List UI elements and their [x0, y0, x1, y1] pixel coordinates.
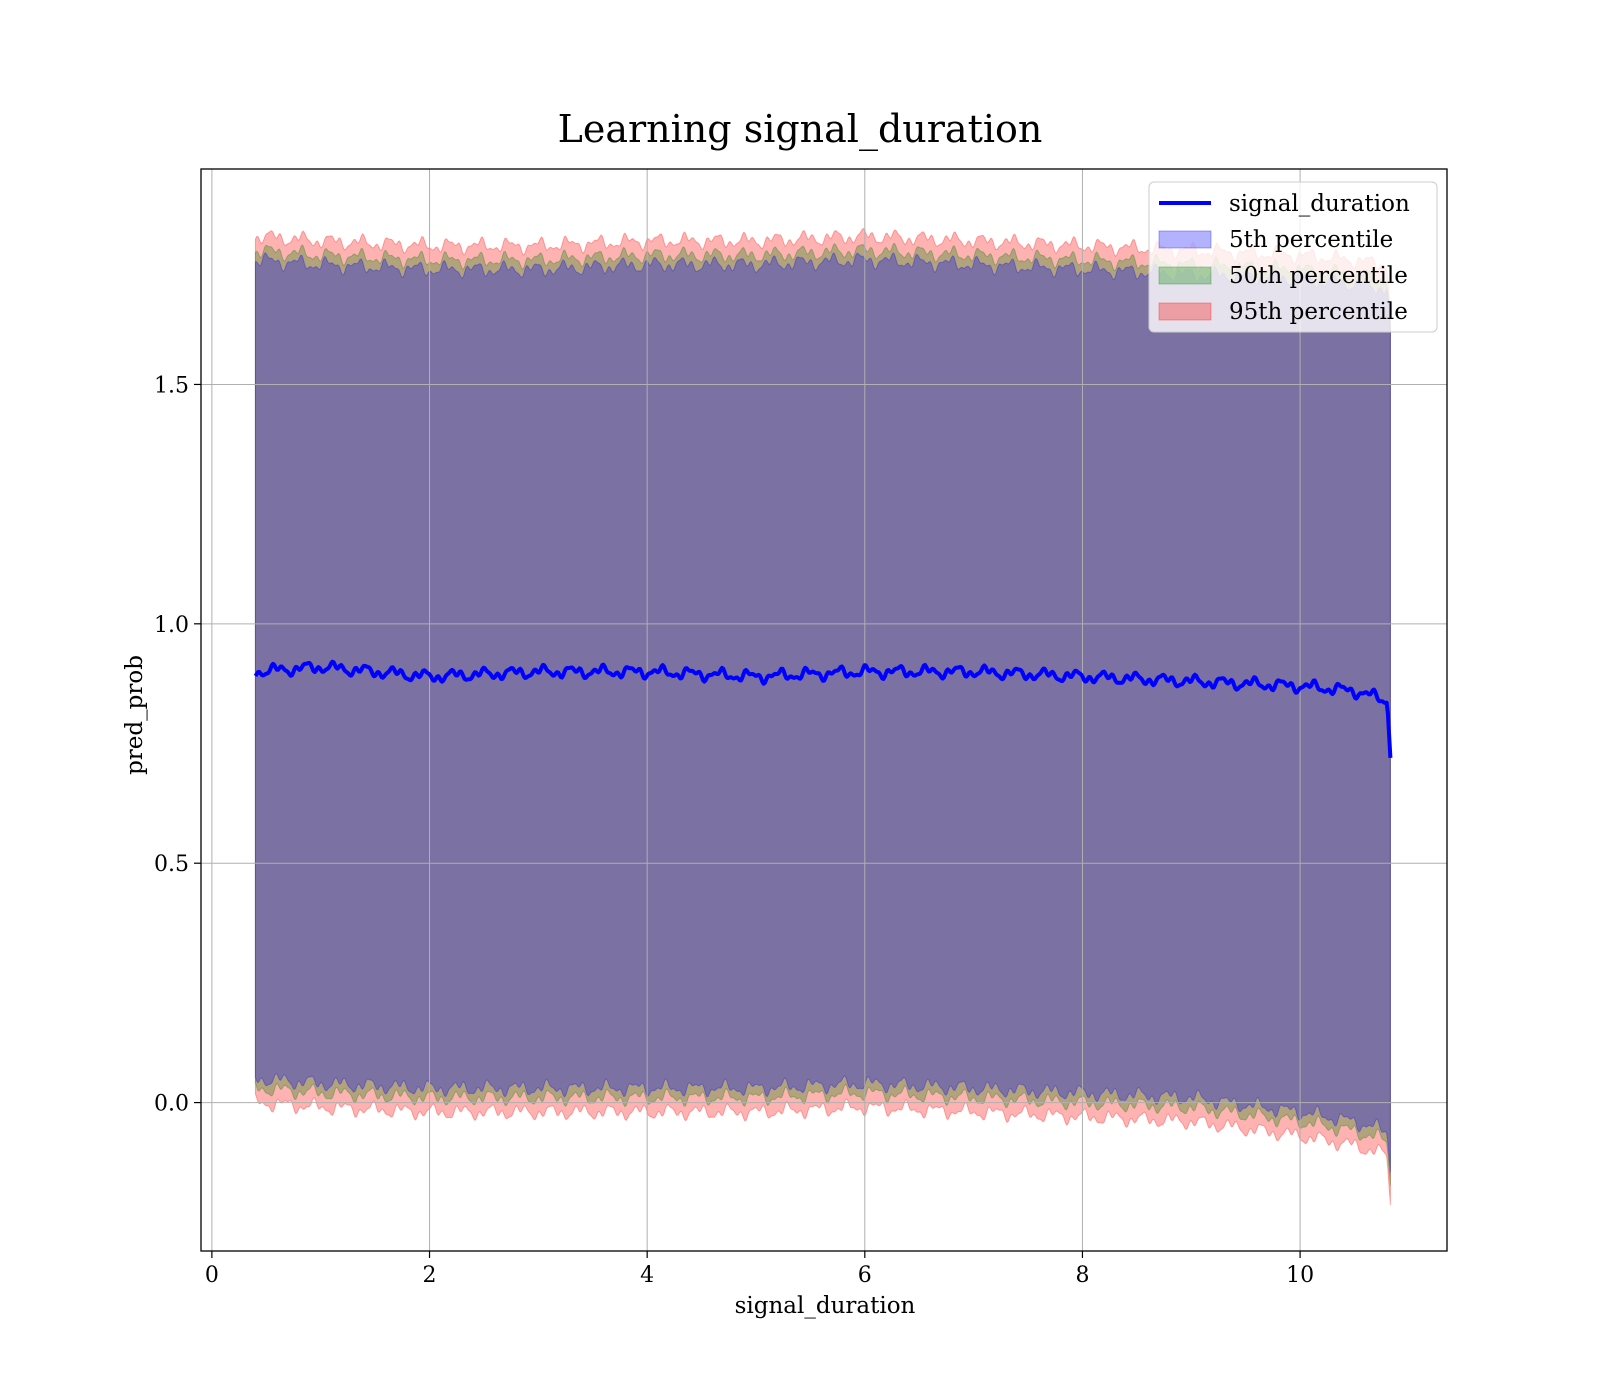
legend: signal_duration 5th percentile 50th percen…: [1148, 181, 1438, 333]
legend-label-95th-percentile: 95th percentile: [1229, 299, 1408, 325]
y-tick-label: 0.5: [154, 852, 189, 877]
chart-title: Learning signal_duration: [558, 107, 1043, 152]
x-tick-label: 10: [1286, 1263, 1314, 1288]
x-axis-title: signal_duration: [735, 1293, 916, 1319]
legend-swatch-5th-percentile: [1158, 230, 1212, 249]
grid-lines: [201, 169, 1447, 1251]
series-line-signal-duration: [253, 659, 1393, 758]
legend-label-signal-duration: signal_duration: [1229, 191, 1410, 217]
legend-box: [1148, 181, 1438, 333]
x-tick-label: 6: [858, 1263, 872, 1288]
y-tick-label: 1.0: [154, 613, 189, 638]
series-lines: [253, 659, 1393, 758]
legend-label-50th-percentile: 50th percentile: [1229, 263, 1408, 289]
legend-swatch-50th-percentile: [1158, 266, 1212, 285]
band-50th-percentile: [254, 243, 1391, 1186]
plot-frame: [200, 168, 1448, 1252]
y-tick-label: 0.0: [154, 1092, 189, 1117]
percentile-bands: [254, 227, 1391, 1206]
x-tick-label: 0: [205, 1263, 219, 1288]
y-tick-label: 1.5: [154, 373, 189, 398]
x-tick-label: 4: [640, 1263, 654, 1288]
y-axis-title: pred_prob: [122, 655, 148, 775]
x-tick-label: 8: [1075, 1263, 1089, 1288]
x-tick-label: 2: [423, 1263, 437, 1288]
legend-swatch-95th-percentile: [1158, 302, 1212, 321]
legend-label-5th-percentile: 5th percentile: [1229, 227, 1393, 253]
band-95th-percentile: [254, 227, 1391, 1206]
band-5th-percentile: [254, 252, 1391, 1173]
axis-ticks: 0 2 4 6 8 10 0.0 0.5 1.0 1.5: [154, 373, 1314, 1288]
